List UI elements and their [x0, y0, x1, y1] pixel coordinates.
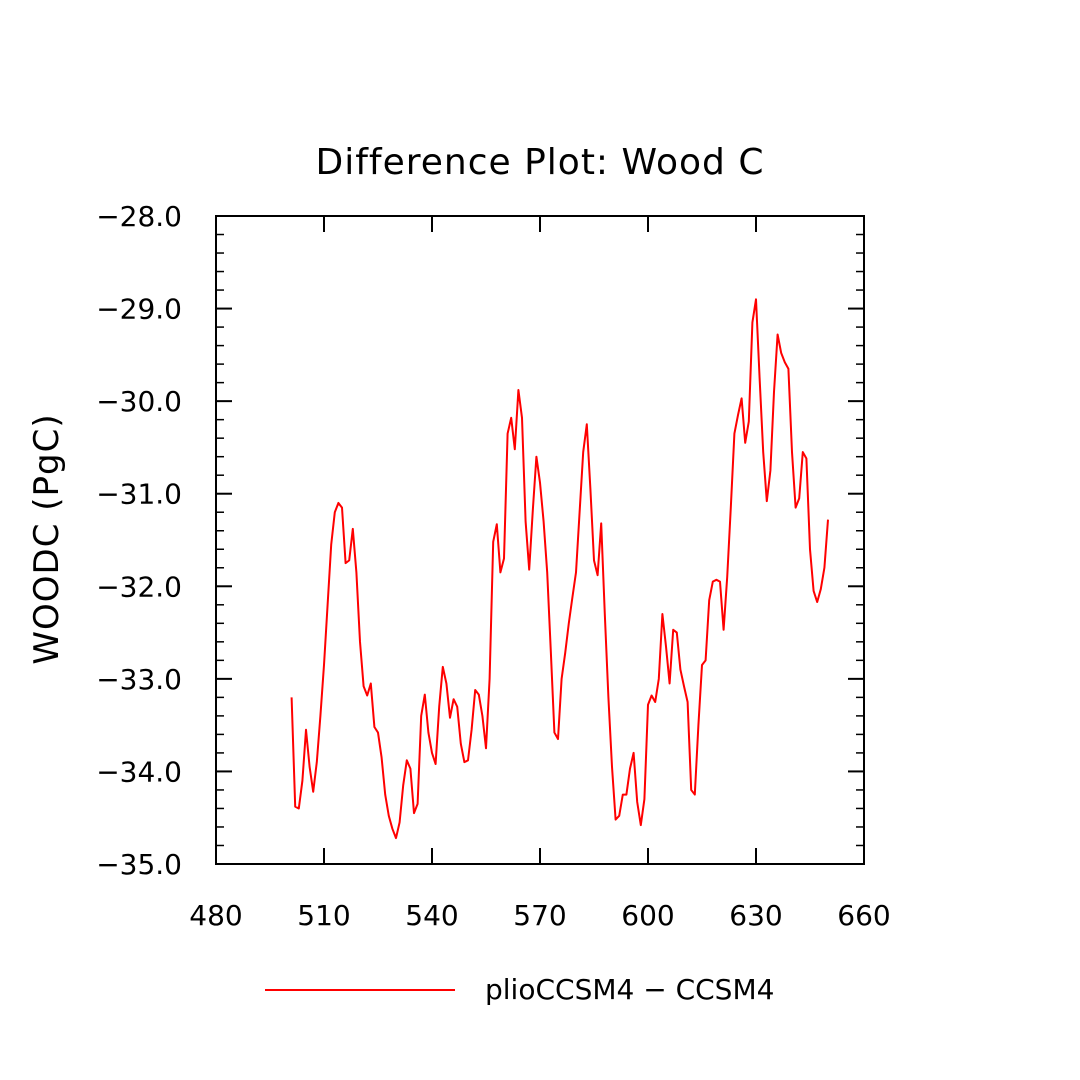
y-tick-label: −29.0 [96, 293, 182, 326]
y-axis-label: WOODC (PgC) [27, 413, 67, 664]
x-tick-label: 630 [729, 899, 782, 932]
chart-title: Difference Plot: Wood C [316, 142, 765, 183]
y-tick-label: −28.0 [96, 200, 182, 233]
y-tick-label: −31.0 [96, 478, 182, 511]
y-tick-label: −34.0 [96, 755, 182, 788]
y-tick-label: −30.0 [96, 385, 182, 418]
legend-label: plioCCSM4 − CCSM4 [485, 973, 774, 1006]
x-tick-label: 480 [189, 899, 242, 932]
x-tick-label: 660 [837, 899, 890, 932]
series-line-0 [290, 298, 829, 840]
series-layer [290, 298, 829, 840]
x-tick-label: 510 [297, 899, 350, 932]
x-tick-label: 540 [405, 899, 458, 932]
axis-ticks [215, 215, 865, 865]
plot-frame [215, 215, 865, 865]
x-tick-label: 600 [621, 899, 674, 932]
y-tick-label: −35.0 [96, 848, 182, 881]
x-tick-label: 570 [513, 899, 566, 932]
tick-labels: 480 510 540 570 600 630 660 −35.0 −34.0 −33.0 −32.… [96, 200, 891, 932]
y-tick-label: −33.0 [96, 663, 182, 696]
y-tick-label: −32.0 [96, 570, 182, 603]
